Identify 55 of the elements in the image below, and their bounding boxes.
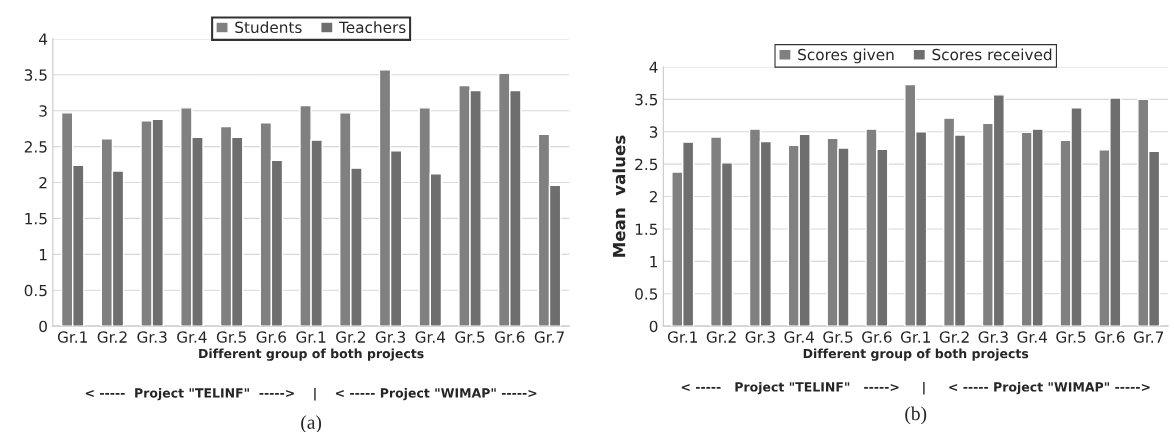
x-tick-label: Gr.2 xyxy=(336,331,365,343)
legend-label: Scores received xyxy=(932,48,1052,61)
y-tick-label: 1.5 xyxy=(635,223,658,235)
y-tick-label: 2.5 xyxy=(635,158,658,171)
y-tick-label: 0.5 xyxy=(24,284,47,297)
x-tick-label: Gr.6 xyxy=(1095,331,1125,343)
x-tick-label: Gr.4 xyxy=(177,331,207,343)
x-tick-label: Gr.3 xyxy=(978,331,1008,343)
x-tick-label: Gr.3 xyxy=(745,331,775,343)
y-tick-label: 0.5 xyxy=(635,288,658,300)
x-tick-label: Gr.6 xyxy=(494,331,525,343)
x-axis-title: Different group of both projects xyxy=(803,348,1029,361)
x-tick-label: Gr.5 xyxy=(455,331,485,343)
x-tick-label: Gr.5 xyxy=(216,331,246,343)
y-tick-label: 2.5 xyxy=(24,141,47,153)
x-tick-label: Gr.7 xyxy=(534,331,564,343)
x-tick-label: Gr.5 xyxy=(1056,331,1086,343)
y-tick-label: 0 xyxy=(649,320,658,333)
x-tick-label: Gr.1 xyxy=(667,331,697,343)
x-tick-label: Gr.4 xyxy=(415,331,446,343)
text: (a) xyxy=(301,415,322,432)
legend-label: Students xyxy=(235,21,302,34)
y-tick-label: 3.5 xyxy=(24,69,47,81)
legend-label: Teachers xyxy=(339,21,406,34)
y-tick-label: 0 xyxy=(39,320,47,333)
y-axis-title: Mean values xyxy=(612,135,626,257)
x-tick-label: Gr.4 xyxy=(784,331,815,343)
x-tick-label: Gr.1 xyxy=(900,331,930,343)
text: < ----- Project "TELINF" -----> | < ----- Project "WIMAP" -----> xyxy=(681,381,1150,395)
x-tick-label: Gr.3 xyxy=(375,331,406,343)
x-tick-label: Gr.4 xyxy=(1017,331,1048,343)
x-tick-label: Gr.1 xyxy=(57,331,87,343)
y-tick-label: 2 xyxy=(39,176,47,189)
y-tick-label: 3 xyxy=(649,126,658,138)
y-tick-label: 4 xyxy=(649,61,658,73)
x-tick-label: Gr.6 xyxy=(256,331,287,343)
y-tick-label: 1.5 xyxy=(25,213,47,225)
x-tick-label: Gr.3 xyxy=(137,331,167,343)
x-tick-label: Gr.6 xyxy=(862,331,892,343)
x-tick-label: Gr.2 xyxy=(97,331,127,343)
legend-label: Scores given xyxy=(798,48,894,64)
text: < ----- Project "TELINF" -----> | < ----- Project "WIMAP" -----> xyxy=(85,387,537,401)
y-tick-label: 3.5 xyxy=(635,93,658,106)
text: (b) xyxy=(905,406,927,425)
x-tick-label: Gr.2 xyxy=(939,331,969,343)
y-tick-label: 3 xyxy=(39,105,47,117)
y-tick-label: 1 xyxy=(39,249,47,261)
x-tick-label: Gr.7 xyxy=(1133,331,1164,343)
x-tick-label: Gr.2 xyxy=(706,331,736,343)
y-tick-label: 4 xyxy=(39,33,48,45)
x-axis-title: Different group of both projects xyxy=(199,348,424,361)
x-tick-label: Gr.5 xyxy=(823,331,853,343)
y-tick-label: 1 xyxy=(650,256,658,268)
y-tick-label: 2 xyxy=(649,191,657,203)
x-tick-label: Gr.1 xyxy=(296,331,326,343)
